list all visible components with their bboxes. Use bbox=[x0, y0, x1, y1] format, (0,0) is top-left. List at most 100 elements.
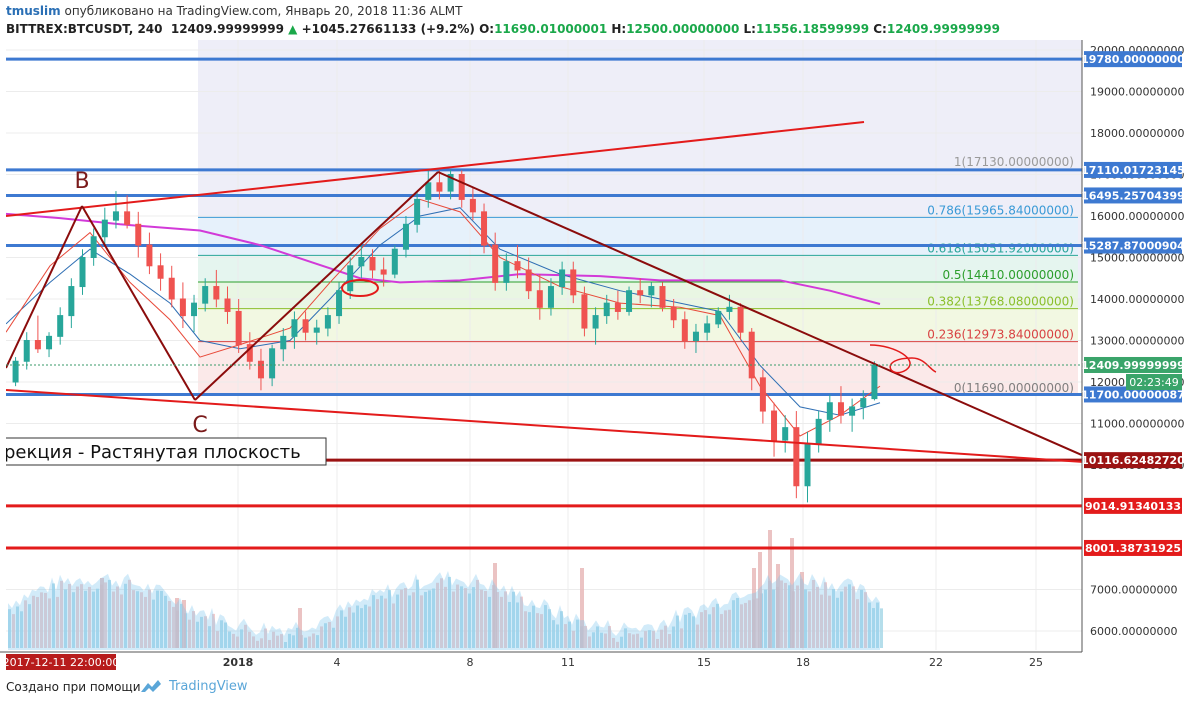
wave-line-b-c[interactable] bbox=[81, 205, 196, 401]
candle-body[interactable] bbox=[759, 377, 766, 412]
candle-body[interactable] bbox=[849, 406, 856, 416]
candle-body[interactable] bbox=[324, 315, 331, 329]
price-level-badge[interactable] bbox=[1084, 497, 1182, 514]
tradingview-logo-icon[interactable] bbox=[140, 678, 162, 694]
candle-body[interactable] bbox=[793, 427, 800, 487]
price-level-badge[interactable] bbox=[1084, 187, 1182, 204]
candle-body[interactable] bbox=[603, 302, 610, 317]
candle-body[interactable] bbox=[826, 402, 833, 420]
candle-body[interactable] bbox=[860, 398, 867, 408]
candle-body[interactable] bbox=[23, 340, 30, 362]
candle-body[interactable] bbox=[692, 331, 699, 342]
candle-body[interactable] bbox=[157, 265, 164, 279]
descending-trendline[interactable] bbox=[437, 171, 1084, 457]
candle-body[interactable] bbox=[837, 402, 844, 416]
symbol-label[interactable]: BITTREX:BTCUSDT, 240 bbox=[6, 22, 163, 36]
candle-body[interactable] bbox=[425, 182, 432, 200]
candle-body[interactable] bbox=[336, 290, 343, 317]
candle-body[interactable] bbox=[246, 344, 253, 362]
candle-body[interactable] bbox=[313, 327, 320, 333]
candle-body[interactable] bbox=[414, 198, 421, 225]
candle-body[interactable] bbox=[269, 348, 276, 379]
candle-body[interactable] bbox=[235, 310, 242, 346]
tradingview-brand[interactable]: TradingView bbox=[169, 679, 248, 694]
candle-body[interactable] bbox=[469, 198, 476, 213]
candle-body[interactable] bbox=[168, 277, 175, 300]
candle-body[interactable] bbox=[191, 302, 198, 317]
candle-body[interactable] bbox=[648, 286, 655, 296]
candle-body[interactable] bbox=[559, 269, 566, 288]
price-level-badge[interactable] bbox=[1084, 539, 1182, 556]
candle-body[interactable] bbox=[57, 315, 64, 337]
candle-body[interactable] bbox=[369, 257, 376, 271]
candle-body[interactable] bbox=[101, 219, 108, 238]
candle-body[interactable] bbox=[570, 269, 577, 296]
candle-body[interactable] bbox=[704, 323, 711, 333]
price-level-badge[interactable] bbox=[1084, 386, 1182, 403]
candle-body[interactable] bbox=[135, 223, 142, 246]
candle-body[interactable] bbox=[291, 319, 298, 337]
lower-channel-line[interactable] bbox=[6, 389, 1084, 463]
candle-body[interactable] bbox=[302, 319, 309, 333]
candle-body[interactable] bbox=[726, 306, 733, 312]
candle-body[interactable] bbox=[637, 290, 644, 296]
candle-body[interactable] bbox=[659, 286, 666, 308]
candle-body[interactable] bbox=[402, 223, 409, 250]
price-level-badge[interactable] bbox=[1084, 237, 1182, 254]
author-link[interactable]: tmuslim bbox=[6, 4, 61, 18]
candle-body[interactable] bbox=[79, 257, 86, 288]
candle-body[interactable] bbox=[815, 418, 822, 445]
price-level-badge[interactable] bbox=[1084, 161, 1182, 178]
candle-body[interactable] bbox=[782, 427, 789, 441]
candle-body[interactable] bbox=[804, 443, 811, 487]
scribble-mark[interactable] bbox=[869, 344, 937, 374]
candle-body[interactable] bbox=[547, 286, 554, 308]
candle-body[interactable] bbox=[391, 248, 398, 275]
price-level-badge[interactable] bbox=[1084, 51, 1182, 68]
candle-body[interactable] bbox=[436, 182, 443, 192]
candle-body[interactable] bbox=[202, 286, 209, 304]
candle-body[interactable] bbox=[771, 410, 778, 441]
candle-body[interactable] bbox=[46, 335, 53, 350]
wave-line-c-d[interactable] bbox=[194, 171, 439, 401]
candle-body[interactable] bbox=[748, 331, 755, 379]
candle-body[interactable] bbox=[514, 261, 521, 271]
candle-body[interactable] bbox=[447, 174, 454, 192]
candle-body[interactable] bbox=[68, 286, 75, 317]
last-price-badge[interactable] bbox=[1084, 356, 1182, 373]
candle-body[interactable] bbox=[536, 290, 543, 308]
candle-body[interactable] bbox=[179, 298, 186, 317]
plot-area[interactable]: 1(17130.00000000) 0.786(15965.84000000) 0.… bbox=[0, 40, 1084, 650]
highlight-ellipse[interactable] bbox=[341, 279, 379, 297]
candle-body[interactable] bbox=[592, 315, 599, 329]
candle-body[interactable] bbox=[670, 306, 677, 321]
candle-body[interactable] bbox=[347, 265, 354, 292]
candle-body[interactable] bbox=[492, 244, 499, 283]
upper-channel-line[interactable] bbox=[6, 121, 865, 217]
candle-body[interactable] bbox=[112, 211, 119, 221]
candle-body[interactable] bbox=[34, 340, 41, 350]
candle-body[interactable] bbox=[871, 364, 878, 400]
wave-line-a-b[interactable] bbox=[6, 205, 83, 369]
candle-body[interactable] bbox=[681, 319, 688, 341]
price-level-badge[interactable] bbox=[1084, 452, 1182, 469]
candle-body[interactable] bbox=[481, 211, 488, 246]
price-chart[interactable]: 1(17130.00000000) 0.786(15965.84000000) 0.… bbox=[0, 40, 1184, 672]
candle-body[interactable] bbox=[715, 310, 722, 325]
candle-body[interactable] bbox=[124, 211, 131, 225]
candle-body[interactable] bbox=[12, 360, 19, 383]
candle-body[interactable] bbox=[458, 174, 465, 200]
candle-body[interactable] bbox=[503, 261, 510, 283]
candle-body[interactable] bbox=[581, 294, 588, 329]
candle-body[interactable] bbox=[280, 335, 287, 350]
candle-body[interactable] bbox=[213, 286, 220, 300]
candle-body[interactable] bbox=[90, 236, 97, 258]
candle-body[interactable] bbox=[614, 302, 621, 312]
candle-body[interactable] bbox=[626, 290, 633, 312]
candle-body[interactable] bbox=[358, 257, 365, 267]
candle-body[interactable] bbox=[257, 360, 264, 379]
candle-body[interactable] bbox=[146, 244, 153, 267]
candle-body[interactable] bbox=[525, 269, 532, 292]
candle-body[interactable] bbox=[224, 298, 231, 312]
candle-body[interactable] bbox=[380, 269, 387, 275]
